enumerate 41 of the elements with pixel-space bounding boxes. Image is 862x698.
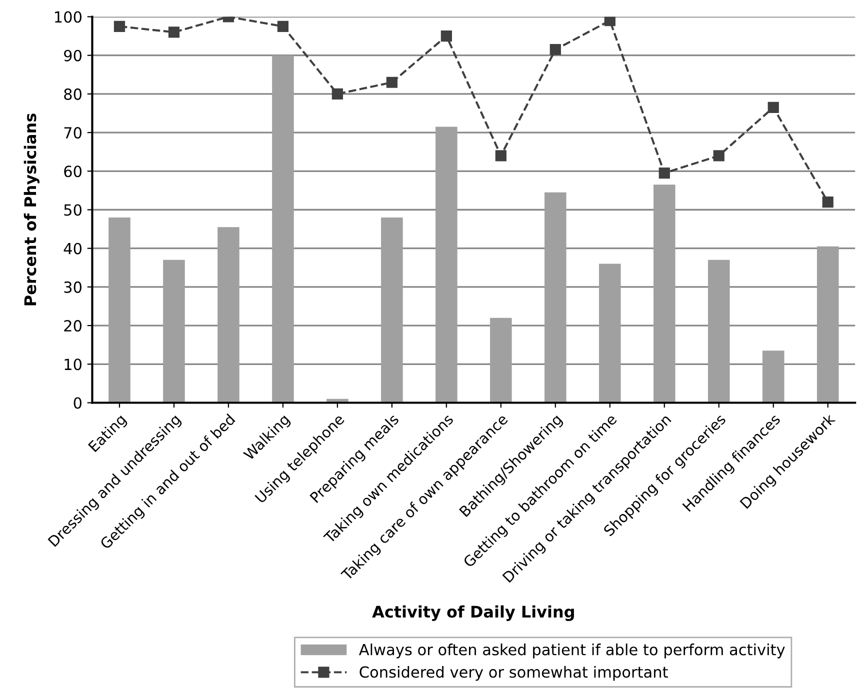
point bbox=[604, 16, 616, 26]
point bbox=[332, 88, 343, 100]
bar bbox=[108, 217, 130, 403]
point bbox=[768, 102, 779, 114]
bar bbox=[490, 318, 512, 403]
y-tick-label: 70 bbox=[64, 127, 82, 139]
point bbox=[440, 30, 452, 42]
y-tick-label: 10 bbox=[64, 358, 82, 370]
y-tick-label: 100 bbox=[55, 11, 82, 23]
bar bbox=[381, 217, 403, 403]
point bbox=[495, 150, 506, 162]
bar bbox=[708, 260, 730, 403]
bar bbox=[762, 350, 784, 403]
y-tick-label: 30 bbox=[64, 281, 82, 293]
y-tick-label: 60 bbox=[64, 166, 82, 178]
y-axis-title: Percent of Physicians bbox=[24, 114, 40, 306]
legend-label: Always or often asked patient if able to perform activity bbox=[358, 644, 785, 658]
y-tick-label: 80 bbox=[64, 88, 82, 100]
y-tick-label: 50 bbox=[64, 204, 82, 216]
point bbox=[386, 76, 398, 88]
x-axis-title: Activity of Daily Living bbox=[372, 605, 574, 621]
point bbox=[168, 26, 180, 38]
bar bbox=[599, 264, 621, 403]
bar bbox=[544, 192, 566, 403]
bar bbox=[653, 184, 676, 403]
bar bbox=[218, 227, 240, 403]
legend-label: Considered very or somewhat important bbox=[360, 666, 668, 681]
bar bbox=[272, 55, 294, 403]
bar bbox=[436, 126, 458, 403]
y-tick-label: 0 bbox=[74, 397, 82, 409]
point bbox=[713, 150, 724, 162]
point bbox=[277, 20, 289, 32]
y-tick-label: 20 bbox=[64, 320, 82, 332]
y-tick-label: 40 bbox=[64, 242, 82, 254]
y-tick-label: 90 bbox=[64, 50, 82, 62]
point bbox=[822, 196, 834, 208]
point bbox=[550, 44, 561, 56]
bar bbox=[816, 246, 839, 403]
bar bbox=[163, 260, 185, 403]
point bbox=[114, 20, 126, 32]
point bbox=[658, 168, 670, 179]
